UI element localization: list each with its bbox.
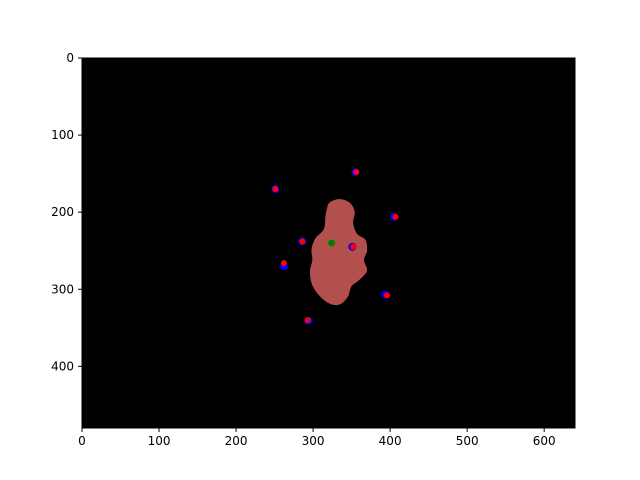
x-tick-label-200: 200 [225, 434, 248, 448]
y-tick-label-0: 0 [66, 51, 74, 65]
x-tick-label-0: 0 [78, 434, 86, 448]
scatter-point-s1-7 [304, 317, 311, 324]
scatter-point-s1-4 [350, 243, 357, 250]
scatter-point-s1-5 [280, 260, 287, 267]
scatter-points [271, 168, 399, 325]
y-tick-label-300: 300 [51, 282, 74, 296]
scatter-point-s1-2 [392, 213, 399, 220]
scatter-point-s1-6 [384, 292, 391, 299]
scatter-point-s1-3 [299, 238, 306, 245]
x-tick-label-400: 400 [379, 434, 402, 448]
x-axis: 0 100 200 300 400 500 600 [78, 428, 556, 448]
image-blob [309, 199, 368, 306]
x-tick-label-500: 500 [456, 434, 479, 448]
scatter-point-s1-1 [353, 169, 360, 176]
y-axis: 0 100 200 300 400 [51, 51, 82, 373]
plot-area [81, 57, 576, 429]
scatter-point-s1-0 [272, 186, 279, 193]
x-tick-label-300: 300 [302, 434, 325, 448]
x-tick-label-600: 600 [533, 434, 556, 448]
y-tick-label-400: 400 [51, 359, 74, 373]
x-tick-label-100: 100 [148, 434, 171, 448]
scatter-point-s2-0 [328, 239, 336, 247]
y-tick-label-200: 200 [51, 205, 74, 219]
y-tick-label-100: 100 [51, 128, 74, 142]
axes-frame [81, 57, 576, 429]
